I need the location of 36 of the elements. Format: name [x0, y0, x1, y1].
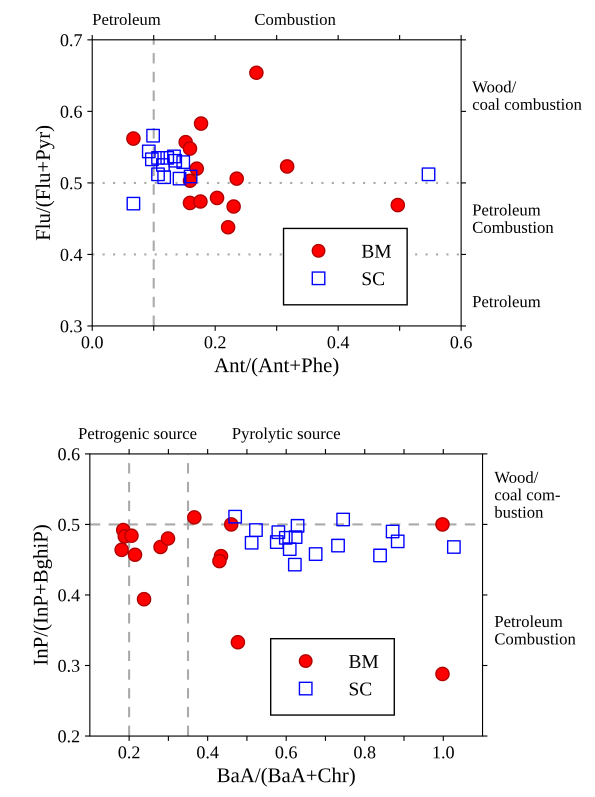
- x-axis-title: BaA/(BaA+Chr): [217, 768, 355, 787]
- legend-label: SC: [350, 682, 372, 696]
- y-tick-label: 0.7: [60, 34, 82, 46]
- x-tick-label: 0.8: [354, 746, 376, 759]
- legend-label: SC: [362, 272, 384, 286]
- text: Wood/ coal com- bustion: [494, 471, 560, 518]
- legend-label: BM: [349, 655, 378, 668]
- y-axis-title: Flu/(Flu+Pyr): [35, 126, 54, 240]
- y-tick-label: 0.5: [60, 177, 82, 190]
- text: Petroleum: [92, 13, 160, 26]
- text: Wood/ coal combustion: [472, 80, 582, 110]
- y-axis-title: InP/(InP+BghiP): [33, 525, 52, 665]
- x-axis-title: Ant/(Ant+Phe): [214, 358, 338, 377]
- x-tick-label: 0.2: [204, 336, 226, 348]
- y-tick-label: 0.4: [60, 248, 82, 261]
- x-tick-label: 0.0: [82, 336, 103, 348]
- y-tick-label: 0.6: [60, 106, 82, 118]
- y-tick-label: 0.5: [58, 518, 80, 531]
- legend-label: BM: [362, 244, 392, 258]
- x-tick-label: 1.0: [434, 746, 454, 759]
- x-tick-label: 0.4: [328, 336, 350, 348]
- y-tick-label: 0.3: [60, 320, 82, 332]
- text: Combustion: [255, 13, 336, 26]
- text: Petroleum Combustion: [494, 615, 576, 645]
- x-tick-label: 0.6: [276, 746, 297, 759]
- x-tick-label: 0.4: [197, 746, 219, 759]
- y-tick-label: 0.6: [58, 448, 80, 460]
- x-tick-label: 0.6: [450, 336, 472, 348]
- y-tick-label: 0.3: [58, 660, 80, 672]
- text: Petroleum Combustion: [472, 204, 554, 233]
- y-tick-label: 0.4: [58, 589, 80, 602]
- x-tick-label: 0.2: [118, 746, 140, 759]
- text: Petroleum: [472, 296, 540, 308]
- text: Petrogenic source: [78, 428, 196, 443]
- text: Pyrolytic source: [232, 427, 340, 443]
- y-tick-label: 0.2: [58, 730, 80, 743]
